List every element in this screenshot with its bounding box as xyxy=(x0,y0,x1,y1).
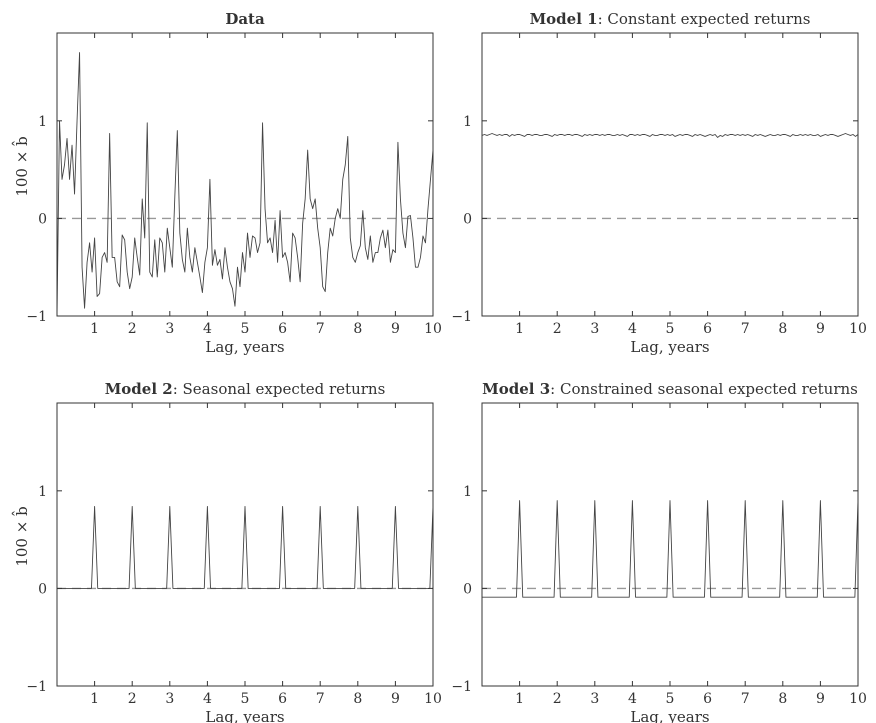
x-tick-label: 2 xyxy=(128,321,137,337)
x-tick-label: 3 xyxy=(165,691,174,707)
x-tick-label: 2 xyxy=(128,691,137,707)
x-tick-label: 6 xyxy=(703,691,712,707)
x-tick-label: 4 xyxy=(628,321,637,337)
x-tick-label: 10 xyxy=(424,321,442,337)
chart-title: Model 2: Seasonal expected returns xyxy=(105,380,386,398)
chart-title-bold: Data xyxy=(225,10,265,28)
x-tick-label: 1 xyxy=(90,691,99,707)
y-tick-label: −1 xyxy=(26,309,47,325)
x-tick-label: 3 xyxy=(590,321,599,337)
y-tick-label: −1 xyxy=(26,679,47,695)
x-axis-label: Lag, years xyxy=(630,338,709,356)
x-tick-label: 3 xyxy=(590,691,599,707)
x-tick-label: 8 xyxy=(778,691,787,707)
x-tick-label: 3 xyxy=(165,321,174,337)
axes-box xyxy=(56,402,434,687)
x-tick-label: 10 xyxy=(849,691,867,707)
x-tick-label: 9 xyxy=(816,691,825,707)
chart-title-bold: Model 3 xyxy=(482,380,550,398)
x-tick-label: 7 xyxy=(741,321,750,337)
chart-title-bold: Model 1 xyxy=(530,10,598,28)
chart-title-bold: Model 2 xyxy=(105,380,173,398)
x-tick-label: 2 xyxy=(553,691,562,707)
y-tick-label: −1 xyxy=(451,679,472,695)
x-tick-label: 5 xyxy=(241,691,250,707)
y-tick-label: 1 xyxy=(463,484,472,500)
x-tick-label: 5 xyxy=(666,321,675,337)
chart-title-rest: : Constrained seasonal expected returns xyxy=(550,380,858,398)
axes-box xyxy=(481,402,859,687)
y-tick-label: 0 xyxy=(463,211,472,227)
x-tick-label: 6 xyxy=(278,321,287,337)
x-tick-label: 1 xyxy=(515,321,524,337)
chart-title: Data xyxy=(225,10,265,28)
x-tick-label: 8 xyxy=(353,321,362,337)
y-tick-label: 0 xyxy=(463,581,472,597)
y-axis-label: 100 × b̂ xyxy=(12,136,31,196)
series-line xyxy=(56,52,434,317)
chart-panel-1: 1 2 3 4 5 6 7 8 9 10 −1 0 1 Lag, years 100 × b̂ Data xyxy=(12,10,442,356)
x-tick-label: 5 xyxy=(241,321,250,337)
x-tick-label: 5 xyxy=(666,691,675,707)
y-tick-label: 1 xyxy=(463,114,472,130)
x-axis-label: Lag, years xyxy=(630,708,709,723)
chart-title: Model 3: Constrained seasonal expected r… xyxy=(482,380,858,398)
x-tick-label: 10 xyxy=(424,691,442,707)
y-tick-label: 1 xyxy=(38,484,47,500)
y-tick-label: 0 xyxy=(38,581,47,597)
y-tick-label: 1 xyxy=(38,114,47,130)
series-line xyxy=(57,505,434,589)
x-tick-label: 6 xyxy=(278,691,287,707)
series-line xyxy=(482,500,859,598)
series-line xyxy=(481,133,859,138)
x-tick-label: 10 xyxy=(849,321,867,337)
y-tick-label: 0 xyxy=(38,211,47,227)
x-tick-label: 4 xyxy=(628,691,637,707)
x-tick-label: 9 xyxy=(816,321,825,337)
chart-title-rest: : Constant expected returns xyxy=(598,10,811,28)
axes-box xyxy=(481,32,859,317)
x-tick-label: 4 xyxy=(203,321,212,337)
chart-panel-2: 1 2 3 4 5 6 7 8 9 10 −1 0 1 Lag, years Model 1: Consta… xyxy=(451,10,867,356)
x-tick-label: 8 xyxy=(778,321,787,337)
x-tick-label: 1 xyxy=(90,321,99,337)
x-tick-label: 8 xyxy=(353,691,362,707)
x-tick-label: 9 xyxy=(391,691,400,707)
y-tick-label: −1 xyxy=(451,309,472,325)
chart-title-rest: : Seasonal expected returns xyxy=(173,380,386,398)
axes-box xyxy=(56,32,434,317)
x-axis-label: Lag, years xyxy=(205,338,284,356)
x-tick-label: 1 xyxy=(515,691,524,707)
x-tick-label: 7 xyxy=(316,691,325,707)
x-tick-label: 7 xyxy=(316,321,325,337)
x-tick-label: 4 xyxy=(203,691,212,707)
x-tick-label: 2 xyxy=(553,321,562,337)
chart-panel-3: 1 2 3 4 5 6 7 8 9 10 −1 0 1 Lag, years 100 × b̂ Model 2… xyxy=(12,380,442,723)
x-tick-label: 9 xyxy=(391,321,400,337)
x-axis-label: Lag, years xyxy=(205,708,284,723)
chart-panel-4: 1 2 3 4 5 6 7 8 9 10 −1 0 1 Lag, years Model 3: Constr… xyxy=(451,380,867,723)
y-axis-label: 100 × b̂ xyxy=(12,506,31,566)
x-tick-label: 6 xyxy=(703,321,712,337)
chart-title: Model 1: Constant expected returns xyxy=(530,10,811,28)
x-tick-label: 7 xyxy=(741,691,750,707)
